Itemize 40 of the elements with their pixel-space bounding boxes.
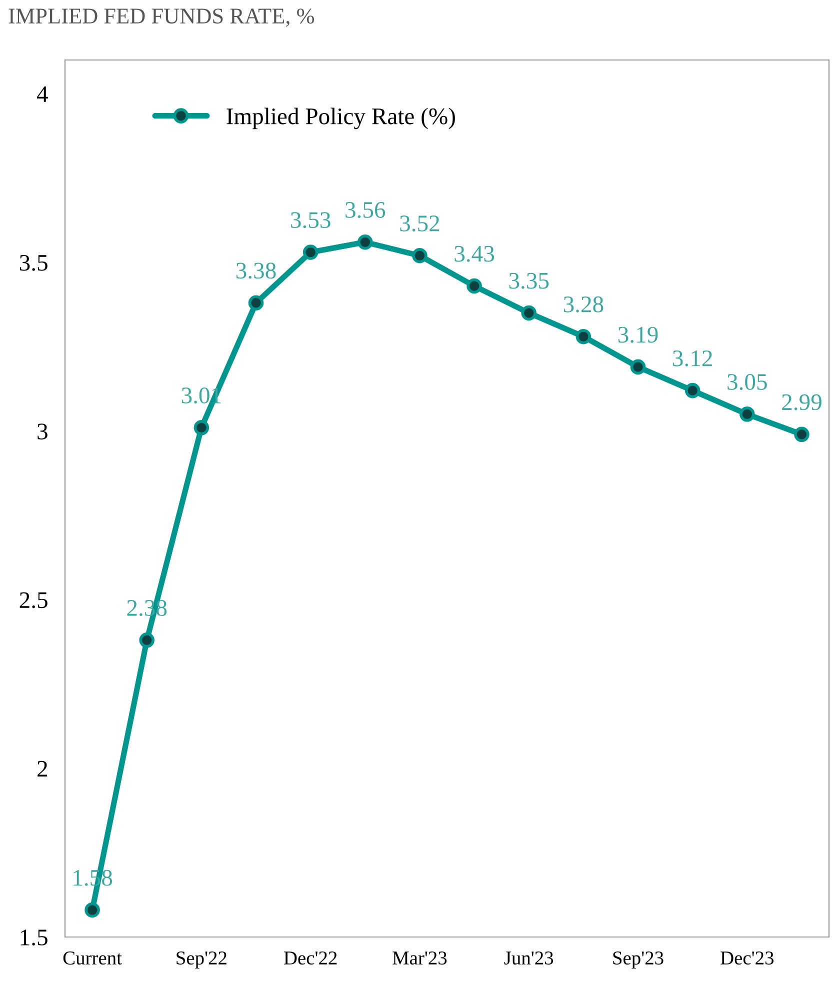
point [302, 244, 318, 260]
data-label: 3.28 [564, 296, 604, 312]
point [630, 359, 646, 375]
x-tick-label: Sep'23 [613, 952, 664, 969]
point [84, 902, 100, 918]
y-tick-label: 3.5 [20, 254, 48, 271]
data-label: 3.53 [291, 212, 330, 228]
point [412, 248, 428, 264]
legend-label: Implied Policy Rate (%) [226, 108, 455, 130]
data-label: 3.05 [728, 374, 767, 390]
point [740, 406, 755, 422]
x-tick-label: Dec'23 [720, 952, 774, 965]
data-label: 3.12 [673, 350, 712, 366]
x-tick-label: Mar'23 [392, 952, 447, 965]
x-tick-label: Dec'22 [284, 952, 337, 965]
y-tick-label: 1.5 [20, 930, 48, 946]
y-tick-label: 2 [38, 760, 48, 777]
chart-title: IMPLIED FED FUNDS RATE, % [8, 8, 314, 27]
x-tick-label: Current [63, 952, 122, 965]
y-tick-label: 3 [38, 424, 48, 440]
point [684, 382, 700, 398]
x-tick-label: Sep'22 [176, 952, 226, 969]
y-tick-label: 2.5 [20, 592, 48, 608]
point [466, 278, 482, 294]
point [576, 328, 592, 344]
data-label: 3.56 [346, 202, 386, 218]
data-label: 3.35 [509, 272, 549, 289]
point [194, 420, 210, 436]
point [139, 632, 154, 648]
data-label: 3.38 [236, 262, 276, 279]
data-label: 3.52 [400, 216, 440, 232]
y-tick-label: 4 [36, 86, 48, 102]
data-label: 2.99 [782, 394, 822, 410]
data-label: 3.43 [454, 246, 494, 262]
x-tick-label: Jun'23 [504, 952, 554, 965]
data-label: 3.19 [618, 326, 658, 343]
point [358, 234, 373, 250]
point [521, 305, 536, 321]
point [794, 426, 810, 442]
point [248, 295, 264, 310]
